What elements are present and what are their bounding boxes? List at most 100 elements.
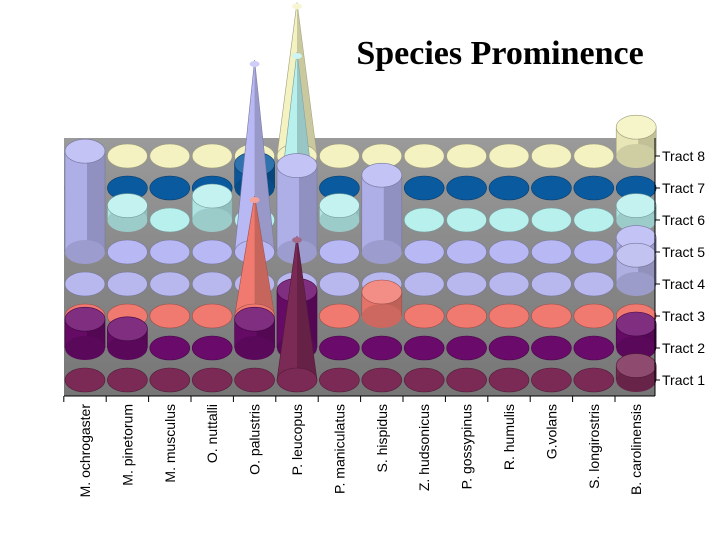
chart-floor	[64, 138, 655, 396]
data-mark	[403, 239, 445, 265]
data-mark	[64, 138, 106, 264]
category-label: M. musculus	[162, 404, 178, 483]
data-mark	[361, 335, 403, 361]
category-label: P. maniculatus	[331, 404, 347, 494]
data-mark	[615, 114, 657, 168]
category-label: S. hispidus	[374, 404, 390, 472]
row-label: Tract 6	[662, 212, 705, 228]
data-mark	[615, 193, 657, 232]
data-mark	[107, 193, 148, 232]
category-label: G.volans	[543, 404, 559, 459]
data-mark	[573, 367, 615, 393]
data-mark	[403, 175, 445, 201]
data-mark	[446, 367, 487, 393]
data-mark	[107, 143, 148, 169]
data-mark	[488, 175, 530, 201]
category-label: Z. hudsonicus	[416, 404, 432, 491]
data-mark	[403, 143, 445, 169]
data-mark	[403, 303, 445, 329]
data-mark	[149, 271, 191, 297]
data-mark	[573, 271, 615, 297]
data-mark	[319, 271, 360, 297]
data-mark	[446, 271, 487, 297]
data-mark	[319, 303, 360, 329]
data-mark	[615, 242, 657, 296]
category-label: S. longirostris	[586, 404, 602, 489]
data-mark	[149, 175, 191, 201]
data-mark	[531, 207, 572, 233]
data-mark	[319, 335, 360, 361]
data-mark	[191, 271, 233, 297]
data-mark	[319, 367, 360, 393]
data-mark	[403, 335, 445, 361]
data-mark	[531, 303, 572, 329]
data-mark	[488, 367, 530, 393]
data-mark	[191, 335, 233, 361]
data-mark	[276, 235, 318, 393]
row-label: Tract 5	[662, 244, 705, 260]
data-mark	[234, 367, 275, 393]
data-mark	[531, 335, 572, 361]
category-label: M. ochrogaster	[77, 404, 93, 498]
data-mark	[191, 303, 233, 329]
data-mark	[149, 143, 191, 169]
data-mark	[446, 207, 487, 233]
data-mark	[107, 271, 148, 297]
data-mark	[488, 335, 530, 361]
data-mark	[64, 271, 106, 297]
data-mark	[573, 303, 615, 329]
chart-floor-plane	[64, 138, 655, 396]
data-mark	[446, 335, 487, 361]
chart-axes: Tract 1 Tract 2 Tract 3 Tract 4 Tract 5 Tract…	[63, 138, 705, 498]
data-mark	[488, 303, 530, 329]
category-label: R. humulis	[501, 404, 517, 470]
category-label: O. nuttalli	[204, 404, 220, 463]
data-mark	[403, 271, 445, 297]
row-label: Tract 2	[662, 340, 705, 356]
category-label: P. gossypinus	[459, 404, 475, 489]
data-mark	[573, 207, 615, 233]
category-label: P. leucopus	[289, 404, 305, 475]
data-mark	[488, 271, 530, 297]
data-mark	[615, 353, 657, 392]
data-mark	[191, 239, 233, 265]
row-label: Tract 8	[662, 148, 705, 164]
row-label: Tract 7	[662, 180, 705, 196]
data-mark	[446, 239, 487, 265]
data-mark	[403, 207, 445, 233]
data-mark	[234, 306, 275, 360]
data-mark	[149, 335, 191, 361]
data-mark	[361, 367, 403, 393]
data-mark	[149, 367, 191, 393]
chart-marks	[64, 2, 657, 393]
data-mark	[403, 367, 445, 393]
row-label: Tract 4	[662, 276, 705, 292]
data-mark	[64, 367, 106, 393]
row-label: Tract 1	[662, 372, 705, 388]
category-label: B. carolinensis	[628, 404, 644, 495]
data-mark	[319, 239, 360, 265]
data-mark	[191, 367, 233, 393]
data-mark	[531, 367, 572, 393]
data-mark	[107, 316, 148, 360]
data-mark	[488, 143, 530, 169]
data-mark	[531, 271, 572, 297]
data-mark	[615, 311, 657, 360]
data-mark	[446, 175, 487, 201]
data-mark	[319, 193, 360, 232]
data-mark	[191, 183, 233, 232]
data-mark	[488, 207, 530, 233]
data-mark	[191, 143, 233, 169]
data-mark	[573, 175, 615, 201]
data-mark	[573, 335, 615, 361]
data-mark	[319, 143, 360, 169]
data-mark	[573, 239, 615, 265]
data-mark	[446, 143, 487, 169]
category-label: O. palustris	[247, 404, 263, 475]
category-label: M. pinetorum	[119, 404, 135, 486]
data-mark	[64, 306, 106, 360]
data-mark	[531, 239, 572, 265]
data-mark	[488, 239, 530, 265]
data-mark	[149, 207, 191, 233]
